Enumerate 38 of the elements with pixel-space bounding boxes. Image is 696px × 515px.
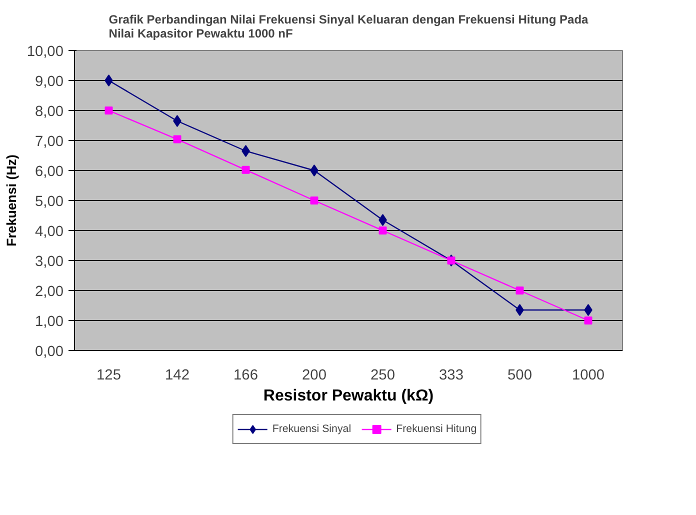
point bbox=[173, 135, 182, 144]
x-tick-label: 333 bbox=[439, 368, 464, 384]
point bbox=[378, 226, 387, 234]
point bbox=[516, 304, 524, 316]
x-tick-label: 142 bbox=[165, 368, 190, 384]
x-tick-label: 166 bbox=[234, 368, 258, 384]
y-tick-label: 1,00 bbox=[34, 314, 64, 330]
y-tick-label: 6,00 bbox=[34, 164, 64, 180]
y-tick-label: 9,00 bbox=[34, 74, 64, 90]
point bbox=[242, 145, 250, 157]
point bbox=[242, 166, 250, 174]
y-tick-label: 5,00 bbox=[34, 194, 64, 210]
y-tick-label: 4,00 bbox=[34, 224, 64, 240]
x-tick-label: 200 bbox=[302, 368, 326, 384]
legend-label: Frekuensi Sinyal bbox=[272, 423, 352, 435]
point bbox=[173, 115, 182, 127]
y-tick-label: 0,00 bbox=[34, 344, 64, 360]
point bbox=[310, 164, 318, 176]
point bbox=[584, 316, 592, 324]
y-tick-label: 10,00 bbox=[26, 44, 64, 60]
y-tick-label: 8,00 bbox=[34, 104, 64, 120]
point bbox=[516, 286, 524, 294]
chart-title: Grafik Perbandingan Nilai Frekuensi Sinyal Keluaran dengan Frekuensi Hitung Pada Nilai Kapasitor Pewaktu 1000 nF bbox=[108, 12, 589, 40]
y-axis-title: Frekuensi (Hz) bbox=[4, 154, 19, 246]
x-tick-label: 500 bbox=[508, 368, 532, 384]
point bbox=[104, 74, 113, 86]
point bbox=[584, 304, 592, 316]
y-tick-label: 3,00 bbox=[34, 254, 64, 270]
x-tick-label: 125 bbox=[96, 368, 121, 384]
y-tick-label: 7,00 bbox=[34, 134, 64, 150]
point bbox=[104, 106, 113, 114]
x-tick-label: 250 bbox=[370, 368, 395, 384]
y-tick-label: 2,00 bbox=[34, 284, 64, 300]
point bbox=[310, 196, 318, 204]
x-tick-label: 1000 bbox=[572, 368, 605, 384]
x-axis-title: Resistor Pewaktu (kΩ) bbox=[263, 388, 434, 404]
point bbox=[378, 214, 387, 226]
legend-label: Frekuensi Hitung bbox=[396, 423, 477, 435]
